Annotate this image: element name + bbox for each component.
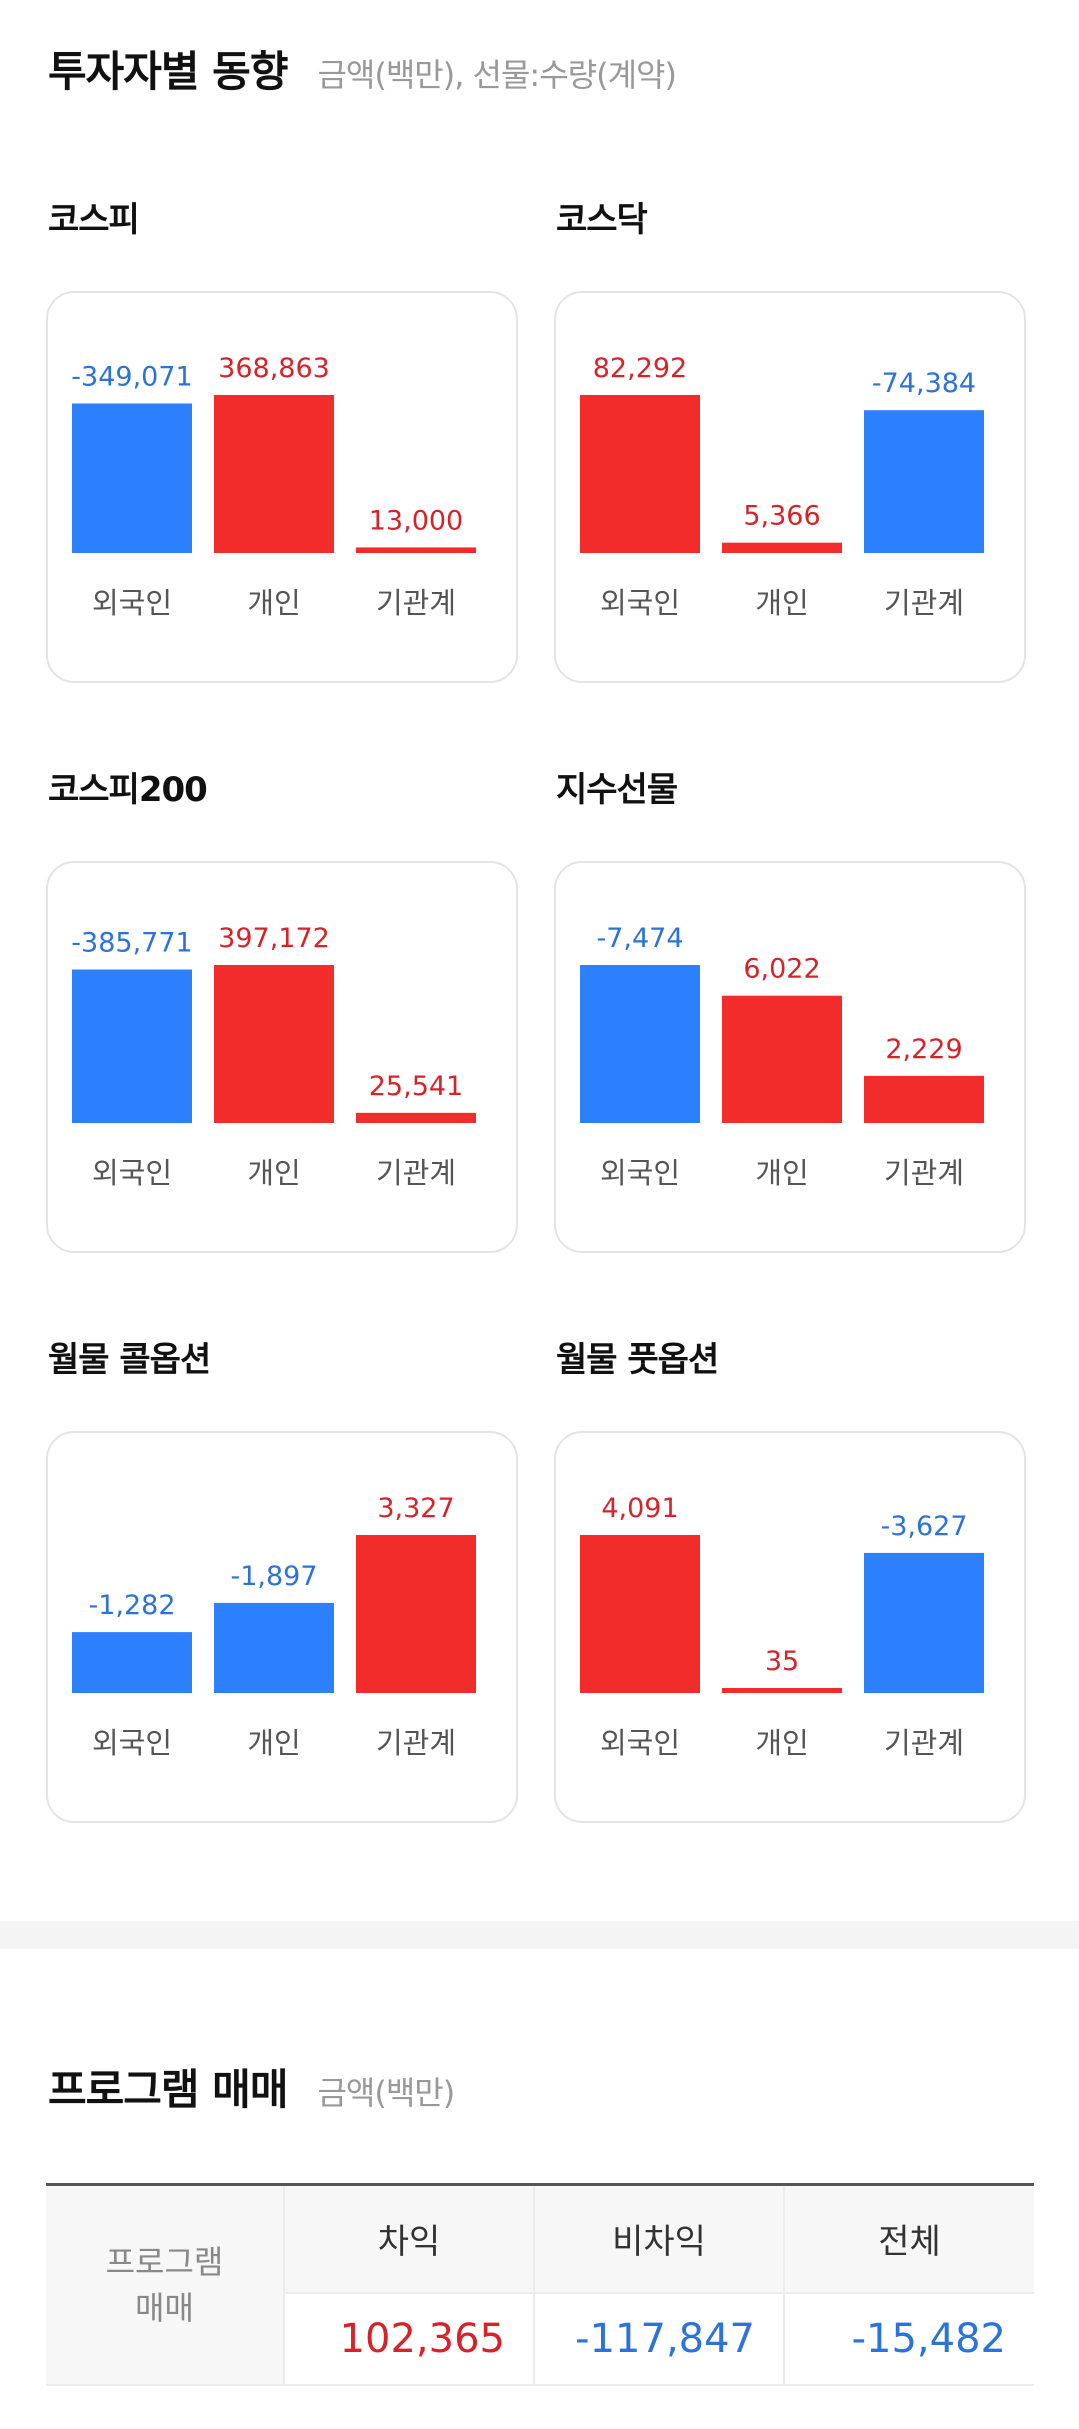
category-label-foreign: 외국인 (600, 586, 680, 620)
bar-institution (356, 1535, 476, 1693)
bar-individual (722, 995, 842, 1123)
chart-card-put-option: 4,091 외국인 35 개인 -3,627 기관계 (554, 1431, 1026, 1823)
chart-call-option: -1,282 외국인 -1,897 개인 3,327 기관계 (72, 1493, 476, 1760)
section-subtitle: 금액(백만), 선물:수량(계약) (317, 56, 676, 94)
value-label-institution: 13,000 (369, 505, 463, 536)
value-non-arbitrage: -117,847 (533, 2291, 784, 2386)
value-label-institution: 3,327 (377, 1493, 454, 1524)
value-label-individual: 6,022 (743, 954, 820, 985)
value-label-foreign: -7,474 (596, 923, 683, 954)
chart-title-call-option: 월물 콜옵션 (48, 1340, 211, 1380)
bar-institution (864, 1075, 984, 1123)
row-label-line2: 매매 (135, 2288, 194, 2327)
value-label-foreign: -385,771 (71, 928, 192, 959)
chart-title-index-futures: 지수선물 (556, 770, 678, 810)
row-label-program: 프로그램 매매 (46, 2183, 284, 2386)
bar-foreign (72, 1632, 192, 1693)
chart-title-put-option: 월물 풋옵션 (556, 1340, 719, 1380)
table-header-row: 프로그램 매매 차익 비차익 전체 (46, 2183, 1034, 2386)
chart-card-index-futures: -7,474 외국인 6,022 개인 2,229 기관계 (554, 861, 1026, 1253)
chart-kosdaq: 82,292 외국인 5,366 개인 -74,384 기관계 (580, 353, 984, 620)
program-trading-table: 프로그램 매매 차익 비차익 전체 102,365 -117,847 -15,4… (46, 2183, 1034, 2386)
section-title: 투자자별 동향 (48, 47, 288, 96)
bar-institution (356, 1112, 476, 1123)
value-label-institution: 25,541 (369, 1071, 463, 1102)
investor-trend-header: 투자자별 동향 금액(백만), 선물:수량(계약) (48, 38, 677, 99)
category-label-institution: 기관계 (884, 586, 964, 620)
chart-card-kosdaq: 82,292 외국인 5,366 개인 -74,384 기관계 (554, 291, 1026, 683)
bar-individual (214, 395, 334, 553)
value-arbitrage: 102,365 (283, 2291, 534, 2386)
col-header-non-arbitrage: 비차익 (533, 2183, 784, 2293)
category-label-individual: 개인 (755, 586, 808, 620)
bar-foreign (580, 395, 700, 553)
value-label-foreign: 4,091 (601, 1493, 678, 1524)
bar-foreign (580, 965, 700, 1123)
category-label-institution: 기관계 (884, 1156, 964, 1190)
bar-institution (864, 410, 984, 553)
category-label-individual: 개인 (755, 1726, 808, 1760)
category-label-institution: 기관계 (376, 1726, 456, 1760)
row-label-line1: 프로그램 (105, 2242, 224, 2281)
category-label-institution: 기관계 (376, 1156, 456, 1190)
chart-kospi200: -385,771 외국인 397,172 개인 25,541 기관계 (71, 923, 476, 1190)
value-label-institution: 2,229 (885, 1034, 962, 1065)
category-label-foreign: 외국인 (600, 1156, 680, 1190)
bar-foreign (72, 969, 192, 1123)
category-label-foreign: 외국인 (92, 1156, 172, 1190)
value-label-individual: 35 (765, 1646, 799, 1677)
bar-individual (722, 542, 842, 553)
program-trading-header: 프로그램 매매 금액(백만) (48, 2056, 455, 2117)
category-label-individual: 개인 (755, 1156, 808, 1190)
chart-card-kospi200: -385,771 외국인 397,172 개인 25,541 기관계 (46, 861, 518, 1253)
value-label-individual: 5,366 (743, 501, 820, 532)
chart-card-kospi: -349,071 외국인 368,863 개인 13,000 기관계 (46, 291, 518, 683)
table-row: 102,365 -117,847 -15,482 (46, 2291, 1034, 2386)
category-label-foreign: 외국인 (600, 1726, 680, 1760)
value-label-foreign: 82,292 (593, 353, 687, 384)
bar-individual (214, 965, 334, 1123)
value-label-institution: -3,627 (880, 1511, 967, 1542)
program-title: 프로그램 매매 (48, 2065, 288, 2114)
category-label-individual: 개인 (247, 1726, 300, 1760)
chart-kospi: -349,071 외국인 368,863 개인 13,000 기관계 (71, 353, 476, 620)
bar-institution (864, 1552, 984, 1693)
chart-index-futures: -7,474 외국인 6,022 개인 2,229 기관계 (580, 923, 984, 1190)
bar-institution (356, 547, 476, 553)
category-label-individual: 개인 (247, 586, 300, 620)
bar-foreign (580, 1535, 700, 1693)
chart-title-kospi200: 코스피200 (48, 770, 208, 810)
category-label-foreign: 외국인 (92, 1726, 172, 1760)
chart-title-kospi: 코스피 (48, 200, 140, 240)
value-label-foreign: -1,282 (88, 1590, 175, 1621)
value-label-individual: 368,863 (218, 353, 330, 384)
section-divider (0, 1921, 1079, 1949)
col-header-total: 전체 (783, 2183, 1034, 2293)
category-label-institution: 기관계 (376, 586, 456, 620)
category-label-institution: 기관계 (884, 1726, 964, 1760)
value-label-individual: -1,897 (230, 1561, 317, 1592)
chart-put-option: 4,091 외국인 35 개인 -3,627 기관계 (580, 1493, 984, 1760)
col-header-arbitrage: 차익 (283, 2183, 534, 2293)
category-label-individual: 개인 (247, 1156, 300, 1190)
value-total: -15,482 (783, 2291, 1034, 2386)
bar-individual (722, 1688, 842, 1693)
bar-foreign (72, 403, 192, 553)
category-label-foreign: 외국인 (92, 586, 172, 620)
bar-individual (214, 1602, 334, 1693)
program-subtitle: 금액(백만) (317, 2074, 455, 2112)
chart-card-call-option: -1,282 외국인 -1,897 개인 3,327 기관계 (46, 1431, 518, 1823)
chart-title-kosdaq: 코스닥 (556, 200, 648, 240)
value-label-individual: 397,172 (218, 923, 330, 954)
value-label-foreign: -349,071 (71, 361, 192, 392)
value-label-institution: -74,384 (872, 368, 976, 399)
